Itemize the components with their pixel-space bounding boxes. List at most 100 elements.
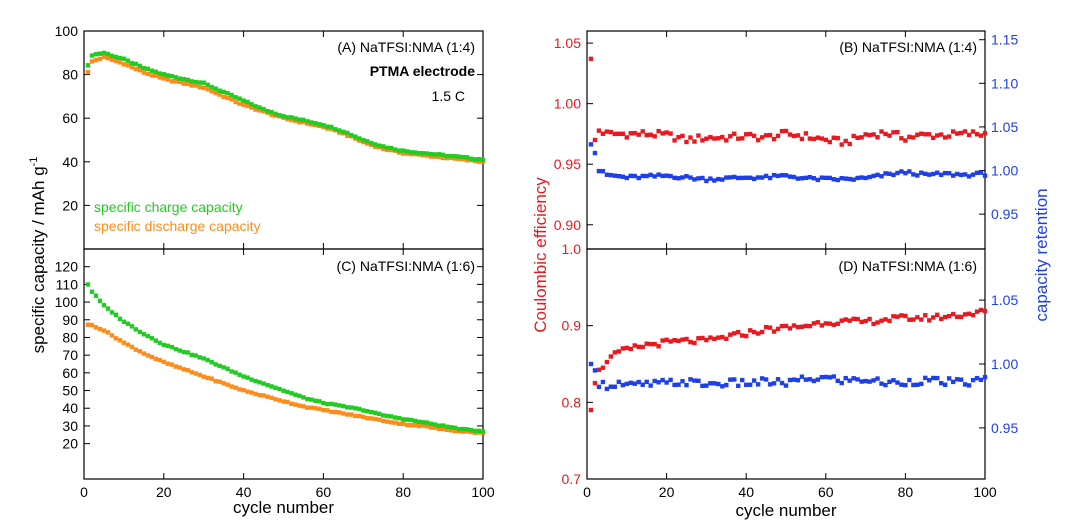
panel-D-point-coulombic-efficiency: [616, 349, 622, 354]
panel-C-point-discharge: [321, 407, 326, 413]
panel-B-point-coulombic-efficiency: [608, 129, 614, 135]
panel-C-point-discharge: [444, 427, 450, 433]
panel-A-point-discharge: [464, 158, 470, 163]
panel-A-point-charge: [89, 53, 95, 58]
panel-D-point-coulombic-efficiency: [887, 318, 892, 324]
panel-D-point-coulombic-efficiency: [596, 367, 602, 372]
panel-B-point-capacity-retention: [859, 175, 864, 180]
panel-D-point-coulombic-efficiency: [883, 317, 888, 322]
panel-B-point-coulombic-efficiency: [644, 132, 649, 138]
panel-C-point-charge: [225, 366, 230, 372]
panel-A-point-charge: [297, 117, 302, 122]
panel-D-point-coulombic-efficiency: [954, 314, 960, 320]
panel-D-point-coulombic-efficiency: [899, 313, 904, 318]
panel-B-frame: [586, 30, 986, 250]
panel-A-point-charge: [217, 88, 222, 93]
panel-D-point-coulombic-efficiency: [640, 344, 645, 350]
panel-B-point-coulombic-efficiency: [779, 128, 785, 134]
panel-A-point-charge: [133, 61, 139, 67]
panel-D-point-capacity-retention: [644, 379, 649, 385]
panel-D-point-coulombic-efficiency: [799, 324, 805, 329]
panel-B-point-capacity-retention: [946, 171, 952, 176]
panel-D-point-coulombic-efficiency: [911, 317, 916, 322]
panel-D-point-coulombic-efficiency: [628, 346, 633, 352]
panel-A-point-charge: [201, 80, 206, 85]
panel-C-point-discharge: [265, 394, 270, 399]
panel-C-point-charge: [377, 411, 382, 417]
panel-D-point-coulombic-efficiency: [827, 321, 832, 326]
panel-C-point-discharge: [408, 422, 414, 428]
panel-A-point-discharge: [173, 79, 178, 84]
panel-B-point-capacity-retention: [747, 175, 753, 180]
panel-D-point-capacity-retention: [616, 379, 622, 385]
panel-D-point-capacity-retention: [696, 378, 701, 383]
panel-A-point-discharge: [169, 79, 174, 84]
panel-A-point-discharge: [197, 85, 202, 90]
panel-C-point-charge: [293, 392, 298, 397]
panel-D-point-capacity-retention: [950, 379, 956, 385]
panel-A-point-charge: [249, 102, 254, 107]
panel-C-point-charge: [365, 409, 370, 414]
panel-B-point-capacity-retention: [803, 175, 809, 181]
panel-B-ytick-left-label: 0.90: [554, 217, 581, 233]
panel-A-point-charge: [237, 96, 242, 101]
panel-C-point-discharge: [173, 364, 178, 369]
panel-B-point-capacity-retention: [931, 171, 936, 177]
panel-A-point-charge: [161, 72, 166, 77]
panel-B-point-capacity-retention: [815, 177, 821, 183]
panel-C-ytick-label: 70: [62, 347, 78, 363]
panel-B-point-capacity-retention: [978, 170, 984, 175]
panel-A-point-discharge: [153, 73, 159, 78]
panel-C-point-charge: [113, 312, 119, 318]
panel-B-point-coulombic-efficiency: [612, 131, 618, 137]
panel-B-point-coulombic-efficiency: [787, 132, 793, 137]
panel-B-point-coulombic-efficiency: [954, 131, 960, 136]
panel-D-point-coulombic-efficiency: [974, 309, 980, 314]
panel-B-point-capacity-retention: [819, 175, 825, 180]
panel-C-point-discharge: [349, 412, 354, 417]
panel-B-point-coulombic-efficiency: [970, 129, 976, 134]
panel-B-point-capacity-retention: [867, 174, 872, 180]
panel-D-point-capacity-retention: [895, 380, 900, 385]
panel-D-point-coulombic-efficiency: [660, 338, 665, 343]
panel-A-point-discharge: [121, 62, 127, 67]
panel-D-point-coulombic-efficiency: [648, 341, 653, 347]
panel-B-point-capacity-retention: [652, 174, 657, 179]
panel-D-point-capacity-retention: [911, 382, 916, 388]
panel-B-point-coulombic-efficiency: [696, 133, 701, 138]
panel-B-point-capacity-retention: [672, 175, 677, 181]
panel-A-point-discharge: [241, 102, 246, 107]
panel-B-point-capacity-retention: [744, 175, 749, 180]
panel-C-point-discharge: [113, 336, 119, 341]
panel-C-point-charge: [440, 423, 446, 428]
panel-D-point-coulombic-efficiency: [592, 380, 598, 386]
panel-D-point-coulombic-efficiency: [771, 329, 777, 334]
panel-A-point-charge: [373, 142, 378, 147]
panel-B-point-capacity-retention: [751, 176, 757, 182]
panel-A-point-charge: [121, 56, 127, 61]
panel-D-point-capacity-retention: [600, 379, 606, 385]
panel-C-point-charge: [472, 428, 478, 434]
panel-A-point-charge: [365, 139, 370, 144]
panel-C-point-discharge: [345, 412, 350, 417]
panel-A-point-charge: [357, 136, 362, 141]
panel-B-point-capacity-retention: [835, 177, 840, 183]
panel-C-point-charge: [181, 349, 186, 355]
panel-D-point-capacity-retention: [763, 377, 769, 382]
panel-B-point-capacity-retention: [903, 170, 908, 176]
panel-C-ytick-label: 120: [55, 259, 79, 275]
panel-B-point-capacity-retention: [855, 175, 860, 181]
panel-D-point-capacity-retention: [871, 378, 876, 383]
panel-C-point-discharge: [373, 416, 378, 422]
panel-D-point-capacity-retention: [740, 377, 745, 383]
panel-C-point-discharge: [440, 426, 446, 432]
panel-A-point-discharge: [221, 94, 226, 100]
panel-C-point-discharge: [401, 421, 406, 426]
panel-B-point-coulombic-efficiency: [935, 133, 940, 138]
panel-B-point-capacity-retention: [668, 173, 673, 179]
panel-D-point-capacity-retention: [974, 375, 980, 381]
panel-A-point-charge: [408, 150, 414, 155]
panel-D-point-coulombic-efficiency: [839, 318, 844, 323]
panel-D-point-capacity-retention: [668, 377, 673, 383]
